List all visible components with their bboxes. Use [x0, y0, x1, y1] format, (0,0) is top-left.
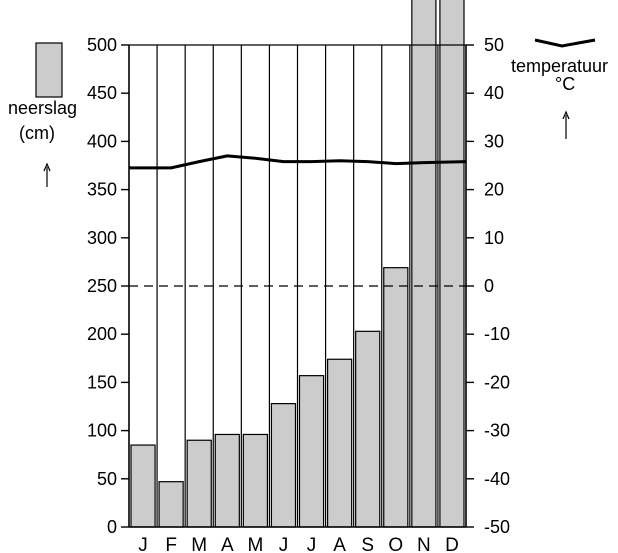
left-axis-unit: (cm): [19, 123, 55, 143]
precipitation-bar: [158, 481, 184, 528]
x-tick-label: F: [165, 535, 177, 553]
x-tick-label: M: [247, 535, 263, 553]
x-tick-label: J: [138, 535, 148, 553]
precipitation-bar: [439, 0, 465, 528]
left-tick-label: 350: [87, 180, 117, 200]
right-tick-label: -20: [484, 372, 510, 392]
left-tick-label: 450: [87, 83, 117, 103]
x-tick-label: O: [388, 535, 403, 553]
left-tick-label: 500: [87, 35, 117, 55]
left-tick-label: 100: [87, 421, 117, 441]
x-tick-label: J: [279, 535, 289, 553]
precipitation-bar: [383, 267, 409, 528]
x-tick-label: D: [445, 535, 459, 553]
x-tick-label: M: [191, 535, 207, 553]
right-axis-unit: °C: [555, 74, 576, 94]
precipitation-bar: [214, 433, 240, 528]
left-tick-label: 400: [87, 131, 117, 151]
left-axis-arrow-head: [43, 162, 51, 172]
precipitation-bar: [411, 0, 437, 528]
temperature-legend-line: [534, 38, 596, 48]
precipitation-bar: [242, 433, 269, 528]
left-tick-label: 250: [87, 276, 117, 296]
left-tick-label: 200: [87, 324, 117, 344]
right-tick-label: 50: [484, 35, 504, 55]
left-tick-label: 50: [97, 469, 117, 489]
precipitation-bar: [326, 358, 353, 528]
right-tick-label: 40: [484, 83, 504, 103]
right-tick-label: -30: [484, 421, 510, 441]
right-axis-arrow-head: [562, 110, 570, 120]
left-tick-label: 150: [87, 372, 117, 392]
x-tick-label: N: [417, 535, 431, 553]
right-tick-label: 0: [484, 276, 494, 296]
precipitation-bar: [130, 444, 156, 528]
x-tick-label: S: [361, 535, 374, 553]
right-tick-label: -10: [484, 324, 510, 344]
left-tick-label: 300: [87, 228, 117, 248]
right-tick-label: 10: [484, 228, 504, 248]
right-tick-label: -50: [484, 517, 510, 537]
x-tick-label: J: [307, 535, 317, 553]
left-axis-label: neerslag: [8, 98, 78, 118]
x-tick-label: A: [333, 535, 346, 553]
precipitation-bar: [298, 375, 325, 528]
precipitation-bar: [355, 330, 381, 528]
right-axis-label: temperatuur: [511, 56, 609, 76]
right-tick-label: 20: [484, 180, 504, 200]
right-tick-label: -40: [484, 469, 510, 489]
precipitation-legend-swatch: [35, 42, 63, 98]
precipitation-bar: [186, 439, 212, 528]
x-tick-label: A: [221, 535, 234, 553]
temperature-line: [129, 154, 467, 170]
right-tick-label: 30: [484, 131, 504, 151]
left-tick-label: 0: [107, 517, 117, 537]
precipitation-bar: [270, 403, 297, 528]
